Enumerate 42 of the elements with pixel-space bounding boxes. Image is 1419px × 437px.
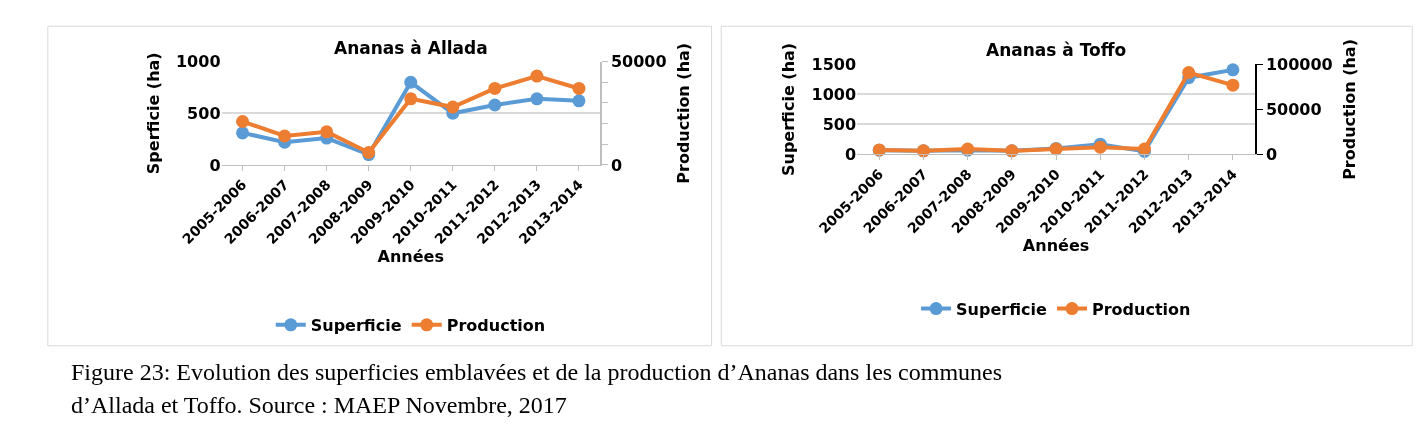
y2-tick-label: 0 <box>1265 144 1278 164</box>
y-tick-label: 500 <box>822 115 857 135</box>
y2-tick-label: 100000 <box>1265 55 1333 75</box>
point <box>488 81 502 95</box>
point <box>320 125 334 139</box>
point <box>278 129 292 143</box>
legend-label: Production <box>1092 299 1191 319</box>
chart-title: Ananas à Allada <box>334 38 488 58</box>
y2-tick-label: 50000 <box>1265 100 1322 120</box>
legend-label: Superficie <box>310 316 402 336</box>
y-tick-label: 1000 <box>811 85 857 105</box>
point <box>530 69 544 83</box>
point <box>572 94 586 108</box>
y2-axis-title: Production (ha) <box>1339 39 1359 180</box>
y-axis-title: Superficie (ha) <box>779 42 799 177</box>
y-tick-label: 1000 <box>175 52 221 72</box>
x-axis-title: Années <box>1022 236 1090 256</box>
point <box>530 92 544 106</box>
point <box>488 98 502 112</box>
y2-tick-label: 50000 <box>610 52 667 72</box>
text: d’Allada et Toffo. Source : MAEP Novembre, 2017 <box>71 392 567 418</box>
point <box>1226 63 1240 77</box>
y-tick-label: 1500 <box>811 55 857 75</box>
y-tick-label: 0 <box>845 144 857 164</box>
chart-title: Ananas à Toffo <box>986 40 1127 60</box>
point <box>236 115 250 129</box>
y2-tick-label: 0 <box>610 155 623 175</box>
legend-label: Production <box>446 316 546 336</box>
caption: Figure 23: Evolution des superficies emblavées et de la production d’Ananas dans les communes <box>71 359 1003 385</box>
y-tick-label: 0 <box>209 155 221 175</box>
point <box>404 92 418 106</box>
x-axis-title: Années <box>377 247 444 266</box>
point <box>1226 78 1240 92</box>
point <box>404 75 418 89</box>
point <box>236 126 250 140</box>
legend-label: Superficie <box>956 299 1048 319</box>
point <box>1182 66 1196 80</box>
y2-axis-title: Production (ha) <box>673 42 693 184</box>
point <box>572 81 586 95</box>
y-axis-title: Sperficie (ha) <box>143 52 163 175</box>
y-tick-label: 500 <box>187 103 221 123</box>
point <box>446 100 460 114</box>
